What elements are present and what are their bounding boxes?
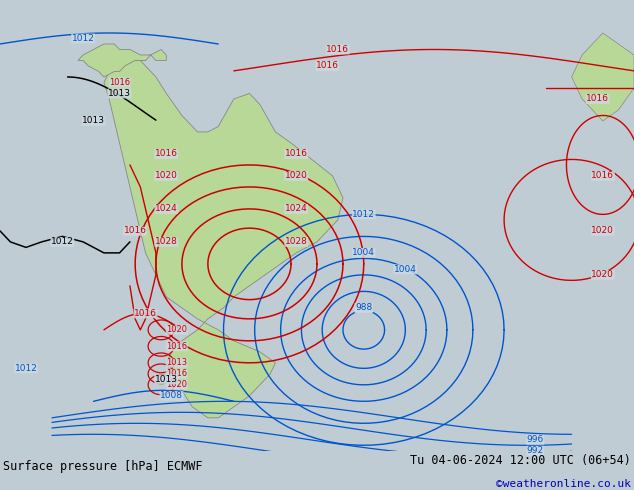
Text: 988: 988 — [355, 303, 372, 312]
Text: 1004: 1004 — [394, 265, 417, 274]
Text: 1020: 1020 — [285, 172, 307, 180]
Text: ©weatheronline.co.uk: ©weatheronline.co.uk — [496, 479, 631, 489]
Polygon shape — [78, 44, 166, 77]
Text: 1016: 1016 — [327, 45, 349, 54]
Text: 1016: 1016 — [124, 226, 146, 235]
Text: 1012: 1012 — [72, 34, 94, 43]
Text: 1020: 1020 — [592, 270, 614, 279]
Text: 1016: 1016 — [285, 149, 307, 158]
Text: 1028: 1028 — [285, 237, 307, 246]
Text: 1016: 1016 — [134, 309, 157, 318]
Text: 1008: 1008 — [160, 392, 183, 400]
Text: 1016: 1016 — [316, 61, 339, 71]
Text: 992: 992 — [527, 446, 544, 455]
Text: 1028: 1028 — [155, 237, 178, 246]
Text: Surface pressure [hPa] ECMWF: Surface pressure [hPa] ECMWF — [3, 460, 203, 473]
Text: 1013: 1013 — [82, 117, 105, 125]
Text: Tu 04-06-2024 12:00 UTC (06+54): Tu 04-06-2024 12:00 UTC (06+54) — [410, 454, 631, 467]
Text: 1020: 1020 — [166, 380, 187, 390]
Text: 1016: 1016 — [109, 78, 130, 87]
Polygon shape — [104, 60, 343, 418]
Text: 1020: 1020 — [592, 226, 614, 235]
Text: 1024: 1024 — [155, 204, 178, 214]
Text: 1012: 1012 — [51, 237, 74, 246]
Text: 1016: 1016 — [155, 149, 178, 158]
Text: 996: 996 — [527, 435, 544, 444]
Text: 1013: 1013 — [155, 375, 178, 384]
Text: 1004: 1004 — [353, 248, 375, 257]
Text: 1020: 1020 — [155, 172, 178, 180]
Polygon shape — [572, 33, 634, 121]
Text: 1016: 1016 — [592, 172, 614, 180]
Text: 1020: 1020 — [166, 325, 187, 334]
Text: 1013: 1013 — [166, 358, 187, 368]
Text: 1012: 1012 — [15, 364, 37, 373]
Text: 1016: 1016 — [166, 369, 187, 378]
Text: 1013: 1013 — [108, 89, 131, 98]
Text: 1016: 1016 — [586, 95, 609, 103]
Text: 1024: 1024 — [285, 204, 307, 214]
Text: 1016: 1016 — [166, 342, 187, 351]
Text: 988: 988 — [355, 303, 372, 312]
Text: 1012: 1012 — [353, 210, 375, 219]
